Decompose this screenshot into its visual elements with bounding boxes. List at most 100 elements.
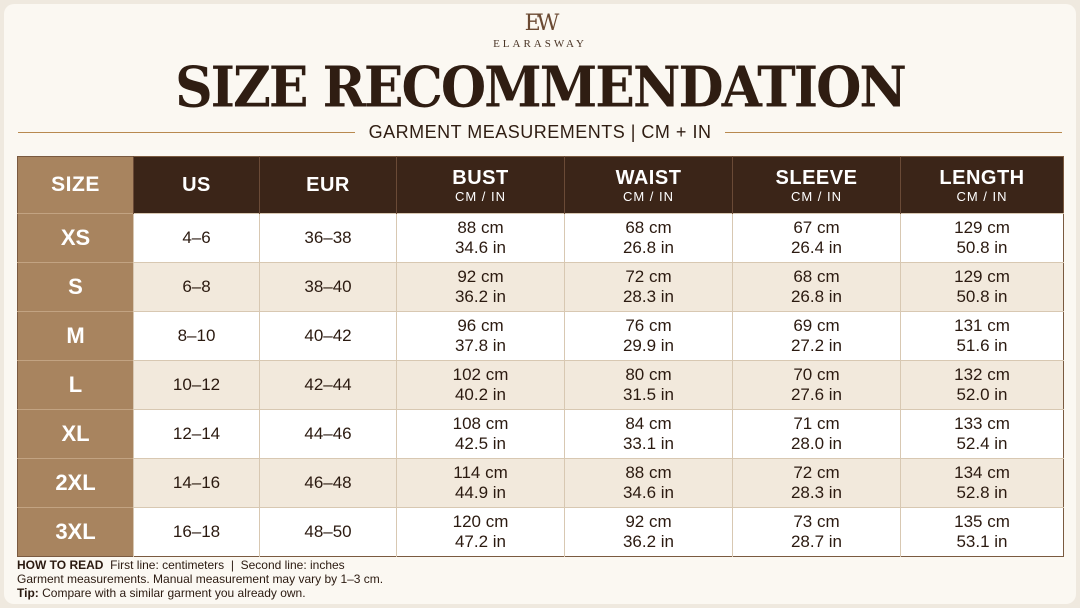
size-label: XS bbox=[17, 213, 134, 263]
size-label: L bbox=[17, 360, 134, 410]
length-value-cm: 131 cm bbox=[954, 316, 1010, 335]
length-value: 134 cm 52.8 in bbox=[900, 458, 1064, 508]
header-size: SIZE bbox=[17, 156, 134, 214]
sleeve-value-in: 26.8 in bbox=[790, 287, 843, 306]
header-eur: EUR bbox=[259, 156, 397, 214]
waist-value-in: 26.8 in bbox=[622, 238, 675, 257]
sleeve-value-cm: 73 cm bbox=[793, 512, 840, 531]
bust-value-cm: 92 cm bbox=[457, 267, 504, 286]
sleeve-value: 68 cm 26.8 in bbox=[732, 262, 901, 312]
bust-value-in: 40.2 in bbox=[454, 385, 507, 404]
length-value-cm: 129 cm bbox=[954, 267, 1010, 286]
waist-value-cm: 72 cm bbox=[625, 267, 672, 286]
waist-value: 76 cm 29.9 in bbox=[564, 311, 733, 361]
page-subtitle: GARMENT MEASUREMENTS | CM + IN bbox=[368, 121, 712, 142]
tip-line: Tip: Compare with a similar garment you … bbox=[17, 586, 1063, 600]
us-size: 8–10 bbox=[133, 311, 260, 361]
brand-name: ELARASWAY bbox=[493, 38, 587, 50]
sleeve-value: 67 cm 26.4 in bbox=[732, 213, 901, 263]
header-sleeve: SLEEVE CM / IN bbox=[732, 156, 901, 214]
page-title: SIZE RECOMMENDATION bbox=[175, 54, 907, 121]
bust-value-in: 34.6 in bbox=[454, 238, 507, 257]
length-value-in: 52.4 in bbox=[956, 434, 1008, 453]
bust-value-in: 47.2 in bbox=[454, 532, 507, 551]
waist-value-in: 36.2 in bbox=[622, 532, 675, 551]
sleeve-value: 72 cm 28.3 in bbox=[732, 458, 901, 508]
size-label: 2XL bbox=[17, 458, 134, 508]
length-value-in: 51.6 in bbox=[956, 336, 1008, 355]
us-size: 4–6 bbox=[133, 213, 260, 263]
table-row: L 10–12 42–44 102 cm 40.2 in 80 cm 31.5 in 70 c… bbox=[17, 360, 1064, 410]
subtitle-row: GARMENT MEASUREMENTS | CM + IN bbox=[18, 120, 1063, 144]
us-size: 14–16 bbox=[133, 458, 260, 508]
waist-value-in: 31.5 in bbox=[622, 385, 675, 404]
header-us: US bbox=[133, 156, 260, 214]
sleeve-value-in: 27.2 in bbox=[790, 336, 843, 355]
length-value: 129 cm 50.8 in bbox=[900, 262, 1064, 312]
us-size: 12–14 bbox=[133, 409, 260, 459]
sleeve-value-in: 28.0 in bbox=[790, 434, 843, 453]
length-value-cm: 132 cm bbox=[954, 365, 1010, 384]
waist-value: 92 cm 36.2 in bbox=[564, 507, 733, 557]
length-value: 133 cm 52.4 in bbox=[900, 409, 1064, 459]
bust-value-cm: 102 cm bbox=[452, 365, 509, 384]
waist-value-cm: 92 cm bbox=[625, 512, 672, 531]
us-size: 6–8 bbox=[133, 262, 260, 312]
bust-value-in: 44.9 in bbox=[454, 483, 507, 502]
waist-value-in: 29.9 in bbox=[622, 336, 675, 355]
waist-value-cm: 80 cm bbox=[625, 365, 672, 384]
bust-value: 92 cm 36.2 in bbox=[396, 262, 565, 312]
length-value: 129 cm 50.8 in bbox=[900, 213, 1064, 263]
size-label: S bbox=[17, 262, 134, 312]
brand-logo: EW ELARASWAY bbox=[0, 12, 1080, 51]
sleeve-value-cm: 72 cm bbox=[793, 463, 840, 482]
measurement-note: Garment measurements. Manual measurement… bbox=[17, 572, 384, 586]
waist-value-in: 33.1 in bbox=[622, 434, 675, 453]
length-value-cm: 134 cm bbox=[954, 463, 1010, 482]
length-value-in: 52.8 in bbox=[956, 483, 1008, 502]
subtitle-rule-right bbox=[725, 131, 1063, 133]
how-to-read-text: First line: centimeters | Second line: i… bbox=[110, 558, 345, 572]
length-value-in: 52.0 in bbox=[956, 385, 1008, 404]
reading-notes: HOW TO READ First line: centimeters | Se… bbox=[17, 558, 1063, 600]
sleeve-value: 69 cm 27.2 in bbox=[732, 311, 901, 361]
waist-value-in: 28.3 in bbox=[622, 287, 675, 306]
length-value-cm: 133 cm bbox=[954, 414, 1010, 433]
how-to-read-label: HOW TO READ bbox=[17, 558, 104, 572]
waist-value-cm: 84 cm bbox=[625, 414, 672, 433]
bust-value-cm: 120 cm bbox=[452, 512, 509, 531]
length-value: 132 cm 52.0 in bbox=[900, 360, 1064, 410]
waist-value-in: 34.6 in bbox=[622, 483, 675, 502]
eur-size: 42–44 bbox=[259, 360, 397, 410]
eur-size: 48–50 bbox=[259, 507, 397, 557]
subtitle-rule-left bbox=[18, 131, 355, 133]
bust-value: 96 cm 37.8 in bbox=[396, 311, 565, 361]
length-value-cm: 129 cm bbox=[954, 218, 1010, 237]
bust-value-in: 36.2 in bbox=[454, 287, 507, 306]
bust-value: 88 cm 34.6 in bbox=[396, 213, 565, 263]
header-waist: WAIST CM / IN bbox=[564, 156, 733, 214]
table-row: 2XL 14–16 46–48 114 cm 44.9 in 88 cm 34.6 in 72… bbox=[17, 458, 1064, 508]
bust-value-cm: 108 cm bbox=[452, 414, 509, 433]
waist-value: 72 cm 28.3 in bbox=[564, 262, 733, 312]
size-label: 3XL bbox=[17, 507, 134, 557]
sleeve-value-cm: 70 cm bbox=[793, 365, 840, 384]
waist-value: 80 cm 31.5 in bbox=[564, 360, 733, 410]
waist-value: 84 cm 33.1 in bbox=[564, 409, 733, 459]
eur-size: 36–38 bbox=[259, 213, 397, 263]
length-value-cm: 135 cm bbox=[954, 512, 1010, 531]
waist-value-cm: 88 cm bbox=[625, 463, 672, 482]
bust-value: 108 cm 42.5 in bbox=[396, 409, 565, 459]
bust-value-in: 42.5 in bbox=[454, 434, 507, 453]
tip-label: Tip: bbox=[17, 586, 39, 600]
sleeve-value: 73 cm 28.7 in bbox=[732, 507, 901, 557]
length-value: 131 cm 51.6 in bbox=[900, 311, 1064, 361]
bust-value-in: 37.8 in bbox=[454, 336, 507, 355]
bust-value: 114 cm 44.9 in bbox=[396, 458, 565, 508]
table-row: S 6–8 38–40 92 cm 36.2 in 72 cm 28.3 in 68 cm 26… bbox=[17, 262, 1064, 312]
sleeve-value-cm: 67 cm bbox=[793, 218, 840, 237]
bust-value-cm: 114 cm bbox=[453, 463, 508, 482]
us-size: 10–12 bbox=[133, 360, 260, 410]
sleeve-value-in: 26.4 in bbox=[790, 238, 843, 257]
length-value-in: 50.8 in bbox=[956, 287, 1008, 306]
